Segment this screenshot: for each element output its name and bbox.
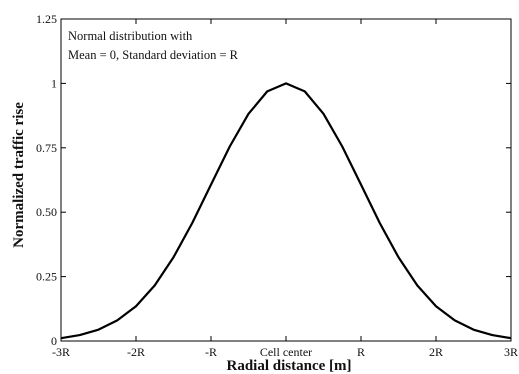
- series-group: [60, 82, 512, 340]
- y-tick-label: 1.25: [36, 12, 57, 26]
- plot-frame: [60, 18, 512, 342]
- y-tick-label: 0.75: [36, 141, 57, 155]
- x-tick-label: 2R: [429, 345, 443, 359]
- y-tick-label: 1: [51, 76, 57, 90]
- x-tick-label: -2R: [127, 345, 145, 359]
- axis-ticks: [60, 18, 512, 342]
- x-tick-label: Cell center: [260, 345, 312, 359]
- x-tick-label: -3R: [52, 345, 70, 359]
- annotation-line-2: Mean = 0, Standard deviation = R: [68, 48, 239, 62]
- y-axis-label: Normalized traffic rise: [11, 102, 27, 248]
- y-tick-label: 0.25: [36, 270, 57, 284]
- tick-labels: -3R -2R -R Cell center R 2R 3R 0 0.25 0.50 0.75 1 1.…: [36, 12, 518, 359]
- y-tick-label: 0.50: [36, 205, 57, 219]
- annotation-line-1: Normal distribution with: [68, 29, 193, 43]
- x-tick-label: -R: [205, 345, 217, 359]
- x-tick-label: 3R: [504, 345, 518, 359]
- plot-border: [60, 18, 512, 342]
- y-tick-label: 0: [51, 334, 57, 348]
- x-axis-label: Radial distance [m]: [227, 358, 352, 374]
- x-tick-label: R: [357, 345, 365, 359]
- series-line: [60, 82, 512, 340]
